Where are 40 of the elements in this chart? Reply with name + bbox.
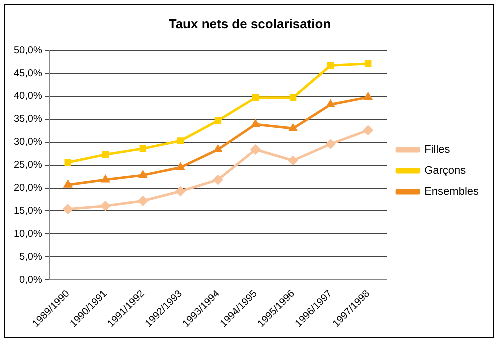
- point: [102, 176, 110, 183]
- point: [64, 180, 72, 188]
- point: [176, 186, 186, 196]
- point: [214, 117, 222, 124]
- y-tick-label: 15,0%: [14, 206, 42, 217]
- legend-label: Ensembles: [424, 186, 480, 198]
- point: [213, 175, 223, 185]
- y-tick-label: 50,0%: [14, 45, 42, 56]
- point: [364, 126, 374, 136]
- point: [214, 145, 222, 152]
- y-tick-label: 30,0%: [14, 137, 42, 148]
- y-tick-label: 35,0%: [14, 114, 42, 126]
- point: [364, 60, 372, 68]
- y-tick-label: 25,0%: [14, 160, 42, 172]
- point: [289, 124, 298, 132]
- point: [138, 196, 148, 206]
- y-tick-label: 10,0%: [14, 228, 42, 240]
- point: [102, 151, 110, 158]
- point: [252, 94, 260, 102]
- y-tick-label: 45,0%: [14, 68, 42, 80]
- point: [63, 204, 73, 214]
- y-tick-label: 5,0%: [20, 252, 42, 263]
- point: [252, 120, 260, 128]
- point: [177, 138, 184, 144]
- chart-title: Taux nets de scolarisation: [168, 16, 332, 32]
- point: [327, 62, 334, 70]
- point: [176, 163, 185, 170]
- y-tick-label: 0,0%: [20, 274, 42, 286]
- point: [100, 201, 110, 211]
- point: [139, 171, 148, 178]
- y-tick-label: 40,0%: [14, 91, 42, 102]
- point: [290, 94, 297, 102]
- point: [326, 139, 336, 149]
- y-tick-label: 20,0%: [14, 183, 42, 194]
- legend-label: Filles: [424, 144, 451, 156]
- point: [64, 159, 72, 166]
- point: [288, 156, 298, 166]
- point: [250, 144, 260, 154]
- legend-label: Garçons: [424, 165, 467, 178]
- point: [140, 145, 147, 152]
